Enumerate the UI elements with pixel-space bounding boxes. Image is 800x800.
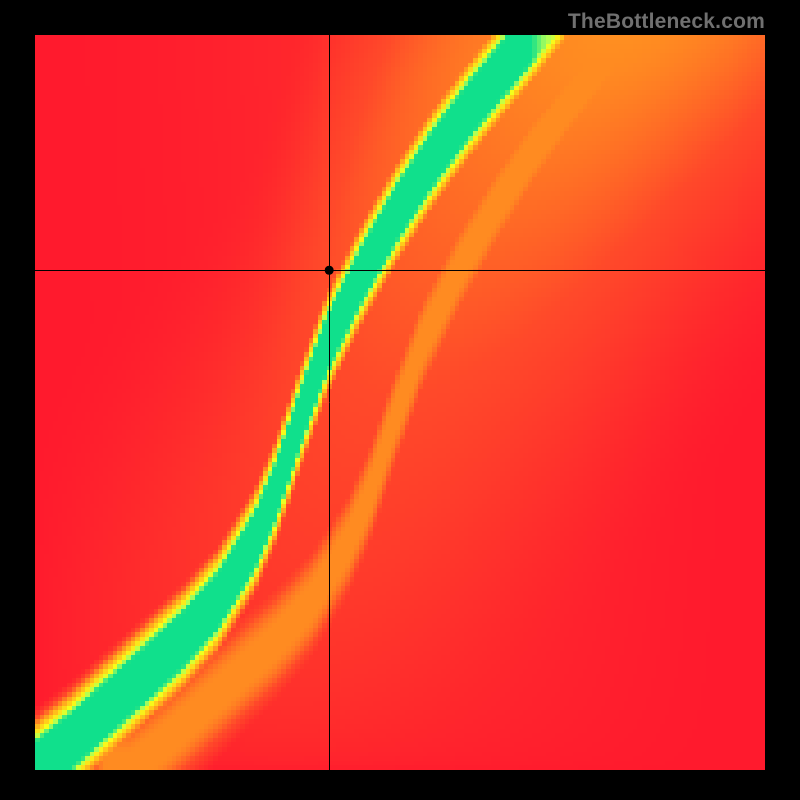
bottleneck-heatmap bbox=[35, 35, 765, 770]
watermark-text: TheBottleneck.com bbox=[568, 10, 765, 34]
chart-container: TheBottleneck.com bbox=[0, 0, 800, 800]
